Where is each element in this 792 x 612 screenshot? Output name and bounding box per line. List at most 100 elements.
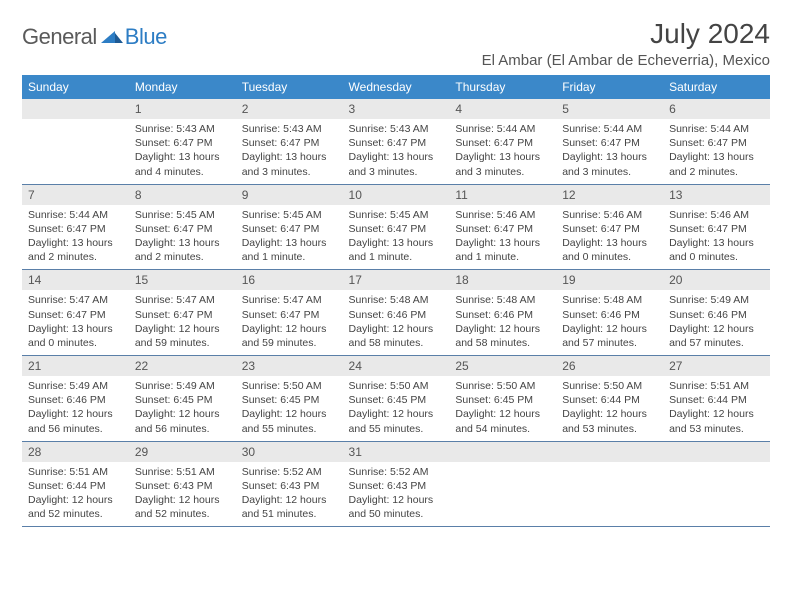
calendar-row: 14Sunrise: 5:47 AMSunset: 6:47 PMDayligh… — [22, 270, 770, 356]
col-header: Tuesday — [236, 75, 343, 99]
calendar-cell: 15Sunrise: 5:47 AMSunset: 6:47 PMDayligh… — [129, 270, 236, 356]
calendar-row: 21Sunrise: 5:49 AMSunset: 6:46 PMDayligh… — [22, 356, 770, 442]
day-number: 14 — [22, 270, 129, 290]
calendar-cell: 9Sunrise: 5:45 AMSunset: 6:47 PMDaylight… — [236, 184, 343, 270]
day-details: Sunrise: 5:45 AMSunset: 6:47 PMDaylight:… — [343, 205, 450, 270]
day-details: Sunrise: 5:51 AMSunset: 6:43 PMDaylight:… — [129, 462, 236, 527]
day-details: Sunrise: 5:50 AMSunset: 6:44 PMDaylight:… — [556, 376, 663, 441]
calendar-cell: 13Sunrise: 5:46 AMSunset: 6:47 PMDayligh… — [663, 184, 770, 270]
day-number: 6 — [663, 99, 770, 119]
calendar-cell: 8Sunrise: 5:45 AMSunset: 6:47 PMDaylight… — [129, 184, 236, 270]
col-header: Wednesday — [343, 75, 450, 99]
day-details: Sunrise: 5:48 AMSunset: 6:46 PMDaylight:… — [556, 290, 663, 355]
day-details: Sunrise: 5:49 AMSunset: 6:45 PMDaylight:… — [129, 376, 236, 441]
day-number: 5 — [556, 99, 663, 119]
calendar-cell: 17Sunrise: 5:48 AMSunset: 6:46 PMDayligh… — [343, 270, 450, 356]
day-details: Sunrise: 5:45 AMSunset: 6:47 PMDaylight:… — [236, 205, 343, 270]
day-details: Sunrise: 5:43 AMSunset: 6:47 PMDaylight:… — [236, 119, 343, 184]
calendar-cell: 11Sunrise: 5:46 AMSunset: 6:47 PMDayligh… — [449, 184, 556, 270]
calendar-body: 1Sunrise: 5:43 AMSunset: 6:47 PMDaylight… — [22, 99, 770, 527]
day-number: 19 — [556, 270, 663, 290]
day-number: 2 — [236, 99, 343, 119]
day-number: 15 — [129, 270, 236, 290]
col-header: Thursday — [449, 75, 556, 99]
calendar-cell — [663, 441, 770, 527]
day-number — [556, 442, 663, 462]
day-details: Sunrise: 5:47 AMSunset: 6:47 PMDaylight:… — [129, 290, 236, 355]
calendar-cell: 30Sunrise: 5:52 AMSunset: 6:43 PMDayligh… — [236, 441, 343, 527]
day-details: Sunrise: 5:52 AMSunset: 6:43 PMDaylight:… — [343, 462, 450, 527]
day-number: 31 — [343, 442, 450, 462]
day-details: Sunrise: 5:43 AMSunset: 6:47 PMDaylight:… — [129, 119, 236, 184]
location: El Ambar (El Ambar de Echeverria), Mexic… — [482, 52, 770, 69]
calendar-cell: 1Sunrise: 5:43 AMSunset: 6:47 PMDaylight… — [129, 99, 236, 184]
day-number: 28 — [22, 442, 129, 462]
calendar-head: SundayMondayTuesdayWednesdayThursdayFrid… — [22, 75, 770, 99]
day-details: Sunrise: 5:49 AMSunset: 6:46 PMDaylight:… — [22, 376, 129, 441]
day-details: Sunrise: 5:48 AMSunset: 6:46 PMDaylight:… — [343, 290, 450, 355]
day-details: Sunrise: 5:51 AMSunset: 6:44 PMDaylight:… — [22, 462, 129, 527]
day-number: 12 — [556, 185, 663, 205]
calendar-cell: 5Sunrise: 5:44 AMSunset: 6:47 PMDaylight… — [556, 99, 663, 184]
col-header: Sunday — [22, 75, 129, 99]
col-header: Saturday — [663, 75, 770, 99]
day-number: 22 — [129, 356, 236, 376]
calendar-row: 28Sunrise: 5:51 AMSunset: 6:44 PMDayligh… — [22, 441, 770, 527]
day-number: 29 — [129, 442, 236, 462]
day-number: 27 — [663, 356, 770, 376]
calendar-table: SundayMondayTuesdayWednesdayThursdayFrid… — [22, 75, 770, 527]
day-details: Sunrise: 5:46 AMSunset: 6:47 PMDaylight:… — [556, 205, 663, 270]
day-number: 16 — [236, 270, 343, 290]
calendar-cell: 24Sunrise: 5:50 AMSunset: 6:45 PMDayligh… — [343, 356, 450, 442]
calendar-row: 7Sunrise: 5:44 AMSunset: 6:47 PMDaylight… — [22, 184, 770, 270]
day-details: Sunrise: 5:50 AMSunset: 6:45 PMDaylight:… — [236, 376, 343, 441]
calendar-cell: 19Sunrise: 5:48 AMSunset: 6:46 PMDayligh… — [556, 270, 663, 356]
day-details: Sunrise: 5:52 AMSunset: 6:43 PMDaylight:… — [236, 462, 343, 527]
calendar-cell: 7Sunrise: 5:44 AMSunset: 6:47 PMDaylight… — [22, 184, 129, 270]
calendar-cell: 2Sunrise: 5:43 AMSunset: 6:47 PMDaylight… — [236, 99, 343, 184]
day-number — [22, 99, 129, 119]
day-details: Sunrise: 5:46 AMSunset: 6:47 PMDaylight:… — [449, 205, 556, 270]
day-number: 30 — [236, 442, 343, 462]
day-details: Sunrise: 5:48 AMSunset: 6:46 PMDaylight:… — [449, 290, 556, 355]
day-details: Sunrise: 5:44 AMSunset: 6:47 PMDaylight:… — [449, 119, 556, 184]
calendar-cell: 21Sunrise: 5:49 AMSunset: 6:46 PMDayligh… — [22, 356, 129, 442]
day-details: Sunrise: 5:50 AMSunset: 6:45 PMDaylight:… — [343, 376, 450, 441]
calendar-cell: 23Sunrise: 5:50 AMSunset: 6:45 PMDayligh… — [236, 356, 343, 442]
day-number: 3 — [343, 99, 450, 119]
day-number: 21 — [22, 356, 129, 376]
day-number: 13 — [663, 185, 770, 205]
day-details: Sunrise: 5:51 AMSunset: 6:44 PMDaylight:… — [663, 376, 770, 441]
day-number: 17 — [343, 270, 450, 290]
calendar-cell: 26Sunrise: 5:50 AMSunset: 6:44 PMDayligh… — [556, 356, 663, 442]
title-block: July 2024 El Ambar (El Ambar de Echeverr… — [482, 18, 770, 69]
day-details: Sunrise: 5:44 AMSunset: 6:47 PMDaylight:… — [556, 119, 663, 184]
day-number: 25 — [449, 356, 556, 376]
calendar-cell: 18Sunrise: 5:48 AMSunset: 6:46 PMDayligh… — [449, 270, 556, 356]
day-number — [663, 442, 770, 462]
col-header: Monday — [129, 75, 236, 99]
calendar-cell: 4Sunrise: 5:44 AMSunset: 6:47 PMDaylight… — [449, 99, 556, 184]
day-details: Sunrise: 5:43 AMSunset: 6:47 PMDaylight:… — [343, 119, 450, 184]
calendar-cell: 28Sunrise: 5:51 AMSunset: 6:44 PMDayligh… — [22, 441, 129, 527]
calendar-cell: 22Sunrise: 5:49 AMSunset: 6:45 PMDayligh… — [129, 356, 236, 442]
day-number: 4 — [449, 99, 556, 119]
day-number: 7 — [22, 185, 129, 205]
calendar-cell: 12Sunrise: 5:46 AMSunset: 6:47 PMDayligh… — [556, 184, 663, 270]
day-number — [449, 442, 556, 462]
calendar-cell: 31Sunrise: 5:52 AMSunset: 6:43 PMDayligh… — [343, 441, 450, 527]
day-number: 26 — [556, 356, 663, 376]
day-details: Sunrise: 5:50 AMSunset: 6:45 PMDaylight:… — [449, 376, 556, 441]
calendar-cell: 29Sunrise: 5:51 AMSunset: 6:43 PMDayligh… — [129, 441, 236, 527]
day-number: 20 — [663, 270, 770, 290]
day-number: 8 — [129, 185, 236, 205]
day-details: Sunrise: 5:45 AMSunset: 6:47 PMDaylight:… — [129, 205, 236, 270]
brand-logo: General Blue — [22, 18, 167, 50]
day-number: 11 — [449, 185, 556, 205]
day-number: 9 — [236, 185, 343, 205]
day-details: Sunrise: 5:47 AMSunset: 6:47 PMDaylight:… — [236, 290, 343, 355]
calendar-cell — [449, 441, 556, 527]
day-number: 23 — [236, 356, 343, 376]
col-header: Friday — [556, 75, 663, 99]
header: General Blue July 2024 El Ambar (El Amba… — [22, 18, 770, 69]
